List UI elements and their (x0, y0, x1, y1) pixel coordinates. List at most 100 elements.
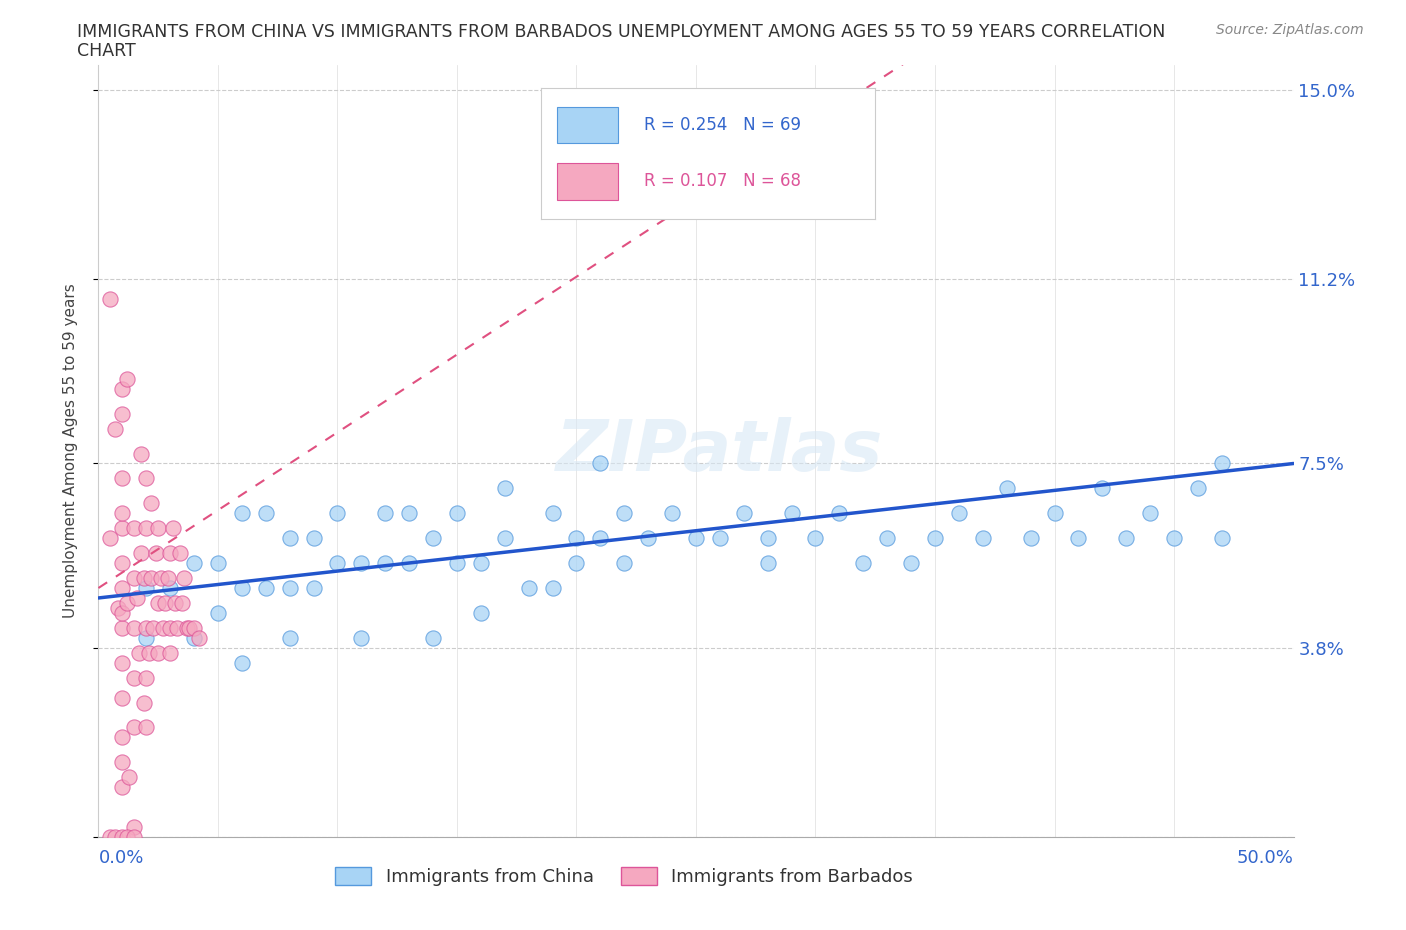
Point (111, 690, 134, 705)
Point (111, 779, 134, 794)
Point (852, 555, 875, 570)
Point (111, 730, 134, 745)
Point (115, 371, 138, 386)
Point (138, 645, 160, 660)
Point (565, 531, 588, 546)
Text: CHART: CHART (77, 42, 136, 60)
Point (1115, 531, 1137, 546)
Point (124, 720, 146, 735)
Point (565, 555, 588, 570)
Point (254, 580, 277, 595)
Point (155, 595, 177, 610)
Point (948, 506, 970, 521)
Point (1043, 506, 1066, 521)
Point (104, 830, 127, 844)
Point (111, 555, 134, 570)
Point (183, 555, 205, 570)
Point (326, 506, 349, 521)
Point (1019, 531, 1042, 546)
Point (152, 620, 174, 635)
Legend: Immigrants from China, Immigrants from Barbados: Immigrants from China, Immigrants from B… (335, 867, 914, 886)
Point (135, 471, 157, 485)
Point (326, 555, 349, 570)
Point (107, 601, 129, 616)
Point (187, 631, 209, 645)
Point (398, 555, 420, 570)
Point (145, 546, 167, 561)
Point (183, 631, 205, 645)
Point (900, 555, 922, 570)
Point (159, 580, 181, 595)
Point (149, 571, 172, 586)
Point (231, 656, 253, 671)
Point (124, 571, 146, 586)
Point (589, 456, 612, 471)
Point (278, 580, 301, 595)
Point (470, 605, 492, 620)
Point (132, 571, 155, 586)
Point (1211, 531, 1233, 546)
Point (118, 770, 141, 785)
Point (111, 620, 134, 635)
Text: Source: ZipAtlas.com: Source: ZipAtlas.com (1216, 23, 1364, 37)
Point (111, 580, 134, 595)
Point (159, 645, 181, 660)
Point (159, 620, 181, 635)
Point (685, 531, 707, 546)
Point (1139, 506, 1161, 521)
Point (302, 531, 325, 546)
Point (128, 645, 150, 660)
Point (173, 571, 195, 586)
Point (733, 506, 755, 521)
Point (374, 555, 396, 570)
Point (159, 546, 181, 561)
Point (139, 571, 162, 586)
Point (661, 506, 683, 521)
Point (589, 531, 612, 546)
Point (876, 531, 898, 546)
Point (179, 620, 201, 635)
Point (98, 830, 122, 844)
Point (278, 631, 301, 645)
Point (780, 506, 803, 521)
Point (148, 645, 170, 660)
Point (131, 546, 153, 561)
Point (756, 555, 779, 570)
Point (115, 595, 138, 610)
Point (131, 446, 153, 461)
Point (124, 830, 146, 844)
Point (804, 531, 827, 546)
Point (278, 531, 301, 546)
Point (111, 605, 134, 620)
Point (1091, 481, 1114, 496)
Point (111, 656, 134, 671)
Point (541, 580, 564, 595)
Point (207, 555, 229, 570)
Point (166, 620, 188, 635)
Point (470, 555, 492, 570)
Point (156, 571, 179, 586)
Point (124, 671, 146, 685)
Point (172, 595, 194, 610)
Point (98, 531, 122, 546)
Point (148, 521, 170, 536)
Point (541, 506, 564, 521)
Point (111, 755, 134, 770)
Point (135, 620, 157, 635)
Point (446, 506, 468, 521)
Point (132, 695, 155, 710)
Text: 0.0%: 0.0% (98, 848, 143, 867)
Point (162, 521, 184, 536)
Point (125, 591, 148, 605)
Text: ZIPatlas: ZIPatlas (557, 417, 883, 485)
Point (135, 521, 157, 536)
Point (111, 506, 134, 521)
Text: 50.0%: 50.0% (1237, 848, 1294, 867)
Point (231, 580, 253, 595)
Point (374, 506, 396, 521)
Point (124, 819, 146, 834)
Point (111, 521, 134, 536)
Point (398, 506, 420, 521)
Point (135, 580, 157, 595)
Point (828, 506, 851, 521)
